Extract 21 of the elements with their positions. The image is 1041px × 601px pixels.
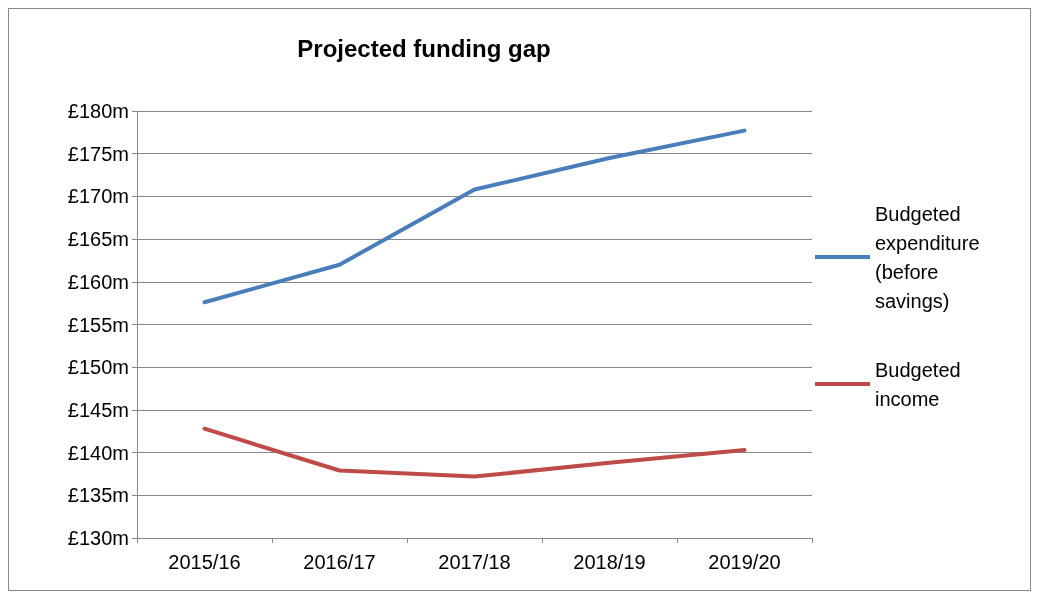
legend-label: Budgeted income [875,358,967,410]
y-tick-label: £150m [67,356,129,379]
y-tick-label: £135m [67,484,129,507]
x-tick-label: 2018/19 [573,551,646,573]
x-tick-label: 2016/17 [303,551,376,573]
y-tick-label: £155m [67,313,129,336]
x-tick-label: 2017/18 [438,551,511,573]
y-tick-label: £175m [67,142,129,165]
y-tick-label: £130m [67,527,129,549]
y-tick-label: £145m [67,398,129,421]
y-tick-label: £180m [67,100,129,122]
line-series [202,128,747,305]
line-series [202,426,747,479]
chart-title: Projected funding gap [297,34,551,62]
y-tick-label: £170m [67,185,129,208]
legend-label: Budgeted expenditure (before savings) [875,202,986,312]
y-tick-label: £140m [67,441,129,464]
y-tick-label: £165m [67,228,129,251]
x-tick-label: 2015/16 [168,551,241,573]
x-tick-label: 2019/20 [708,551,781,573]
y-tick-label: £160m [67,270,129,293]
